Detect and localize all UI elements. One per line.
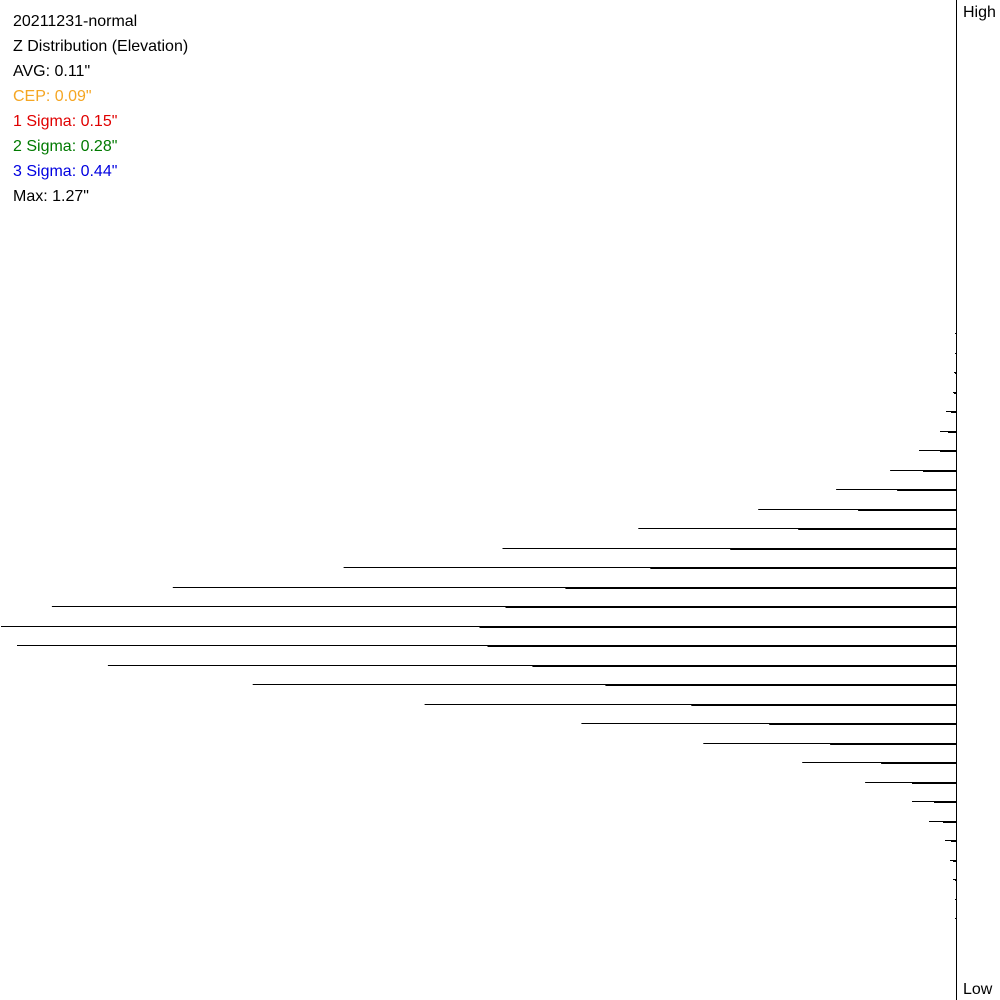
avg-stat: AVG: 0.11" <box>13 63 91 80</box>
chart-subtitle: Z Distribution (Elevation) <box>13 38 189 55</box>
sigma1-stat: 1 Sigma: 0.15" <box>13 113 118 130</box>
sigma3-stat: 3 Sigma: 0.44" <box>13 163 118 180</box>
low-label: Low <box>963 981 993 998</box>
cep-stat: CEP: 0.09" <box>13 88 92 105</box>
run-title: 20211231-normal <box>13 13 138 30</box>
max-stat: Max: 1.27" <box>13 188 89 205</box>
high-label: High <box>963 4 996 21</box>
sigma2-stat: 2 Sigma: 0.28" <box>13 138 118 155</box>
outer-series-bars <box>1 333 956 919</box>
inner-series-bars <box>479 373 956 881</box>
stats-panel: 20211231-normal Z Distribution (Elevatio… <box>13 9 188 209</box>
